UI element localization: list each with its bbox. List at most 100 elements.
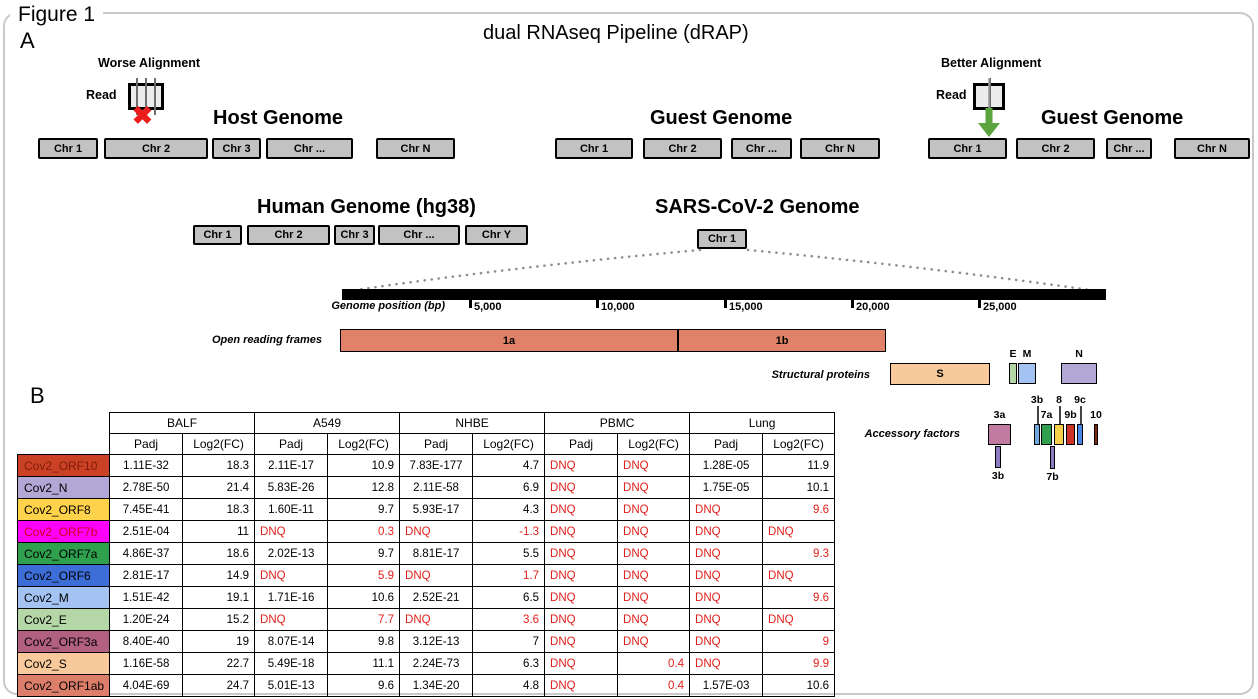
gene-label: Cov2_ORF6 xyxy=(16,564,111,587)
log2fc-cell: 9.6 xyxy=(762,498,836,521)
padj-cell: 8.07E-14 xyxy=(254,630,329,653)
chromosome-box: Chr ... xyxy=(1106,138,1152,159)
padj-cell: DNQ xyxy=(544,520,619,543)
table-header-row: BALF A549 NHBE PBMC Lung xyxy=(18,412,836,434)
padj-cell: 2.11E-17 xyxy=(254,454,329,477)
gene-label: Cov2_ORF10 xyxy=(16,454,111,477)
padj-cell: DNQ xyxy=(254,608,329,631)
bad-alignment-x-icon: ✖ xyxy=(132,102,153,130)
padj-cell: DNQ xyxy=(544,586,619,609)
log2fc-cell: 21.4 xyxy=(182,476,256,499)
log2fc-cell: 10.6 xyxy=(762,674,836,697)
padj-cell: 7.45E-41 xyxy=(109,498,184,521)
log2fc-cell: 10.6 xyxy=(327,586,401,609)
segment-1b: 1b xyxy=(678,329,886,352)
padj-cell: 5.93E-17 xyxy=(399,498,474,521)
column-subheader: Padj xyxy=(399,433,474,455)
log2fc-cell: 7 xyxy=(472,630,546,653)
padj-cell: DNQ xyxy=(544,564,619,587)
padj-cell: 5.01E-13 xyxy=(254,674,329,697)
orf-track-label: Open reading frames xyxy=(211,334,322,346)
chromosome-box: Chr 1 xyxy=(697,229,747,249)
chromosome-box: Chr ... xyxy=(378,225,460,245)
better-alignment-caption: Better Alignment xyxy=(941,56,1042,70)
log2fc-cell: 0.4 xyxy=(617,652,691,675)
padj-cell: 2.24E-73 xyxy=(399,652,474,675)
padj-cell: DNQ xyxy=(544,674,619,697)
log2fc-cell: 9.9 xyxy=(762,652,836,675)
log2fc-cell: DNQ xyxy=(617,564,691,587)
padj-cell: DNQ xyxy=(544,608,619,631)
segment-N xyxy=(1061,363,1097,384)
padj-cell: DNQ xyxy=(399,564,474,587)
padj-cell: DNQ xyxy=(399,520,474,543)
log2fc-cell: -1.3 xyxy=(472,520,546,543)
chromosome-box: Chr N xyxy=(1174,138,1250,159)
chromosome-box: Chr N xyxy=(800,138,880,159)
padj-cell: DNQ xyxy=(689,586,764,609)
padj-cell: 4.04E-69 xyxy=(109,674,184,697)
padj-cell: 7.83E-177 xyxy=(399,454,474,477)
structural-track-label: Structural proteins xyxy=(771,369,870,381)
log2fc-cell: 5.9 xyxy=(327,564,401,587)
column-group-header: NHBE xyxy=(399,412,546,434)
log2fc-cell: 18.3 xyxy=(182,454,256,477)
padj-cell: 1.11E-32 xyxy=(109,454,184,477)
padj-cell: DNQ xyxy=(689,498,764,521)
column-subheader: Padj xyxy=(109,433,184,455)
log2fc-cell: 9.3 xyxy=(762,542,836,565)
segment-label-3b: 3b xyxy=(991,470,1005,482)
column-subheader: Padj xyxy=(254,433,329,455)
padj-cell: DNQ xyxy=(689,542,764,565)
mismatch-line-icon xyxy=(136,78,138,115)
read-label-worse: Read xyxy=(86,88,117,102)
padj-cell: DNQ xyxy=(544,630,619,653)
log2fc-cell: 7.7 xyxy=(327,608,401,631)
padj-cell: DNQ xyxy=(544,542,619,565)
padj-cell: 8.81E-17 xyxy=(399,542,474,565)
padj-cell: 1.60E-11 xyxy=(254,498,329,521)
table-row: Cov2_M 1.51E-42 19.1 1.71E-16 10.6 2.52E-21 6.… xyxy=(16,586,836,609)
genome-position-bar xyxy=(342,289,1106,300)
column-subheader: Log2(FC) xyxy=(182,433,256,455)
log2fc-cell: 14.9 xyxy=(182,564,256,587)
chromosome-box: Chr 2 xyxy=(1016,138,1095,159)
log2fc-cell: 24.7 xyxy=(182,674,256,697)
segment-label-3b: 3b xyxy=(1030,394,1044,406)
log2fc-cell: 4.7 xyxy=(472,454,546,477)
axis-tick xyxy=(978,300,981,308)
read-label-better: Read xyxy=(936,88,967,102)
panel-a-label: A xyxy=(20,28,35,53)
segment-S: S xyxy=(890,363,990,385)
column-subheader: Log2(FC) xyxy=(327,433,401,455)
table-row: Cov2_N 2.78E-50 21.4 5.83E-26 12.8 2.11E-58 6.… xyxy=(16,476,836,499)
log2fc-cell: 6.3 xyxy=(472,652,546,675)
gene-label: Cov2_ORF8 xyxy=(16,498,111,521)
chromosome-box: Chr N xyxy=(376,138,455,159)
chromosome-box: Chr 1 xyxy=(928,138,1007,159)
expression-table: BALF A549 NHBE PBMC Lung Padj Log2(FC) Padj Log2… xyxy=(16,412,836,697)
log2fc-cell: 18.6 xyxy=(182,542,256,565)
log2fc-cell: DNQ xyxy=(617,586,691,609)
chromosome-box: Chr Y xyxy=(465,225,528,245)
column-group-header: Lung xyxy=(689,412,836,434)
segment-label-3a: 3a xyxy=(993,409,1006,421)
chromosome-box: Chr 2 xyxy=(247,225,330,245)
log2fc-cell: DNQ xyxy=(762,564,836,587)
padj-cell: DNQ xyxy=(689,564,764,587)
chromosome-box: Chr 1 xyxy=(555,138,633,159)
log2fc-cell: 9.6 xyxy=(327,674,401,697)
segment-label-7b: 7b xyxy=(1046,471,1059,483)
padj-cell: 1.75E-05 xyxy=(689,476,764,499)
log2fc-cell: 9.7 xyxy=(327,542,401,565)
padj-cell: DNQ xyxy=(544,498,619,521)
log2fc-cell: 11.1 xyxy=(327,652,401,675)
segment-label-10: 10 xyxy=(1090,409,1102,421)
read-icon-worse xyxy=(128,78,164,115)
gene-label: Cov2_S xyxy=(16,652,111,675)
padj-cell: 5.83E-26 xyxy=(254,476,329,499)
column-group-header: PBMC xyxy=(544,412,691,434)
table-row: Cov2_ORF7b 2.51E-04 11 DNQ 0.3 DNQ -1.3 DNQ DNQ D… xyxy=(16,520,836,543)
log2fc-cell: 11.9 xyxy=(762,454,836,477)
